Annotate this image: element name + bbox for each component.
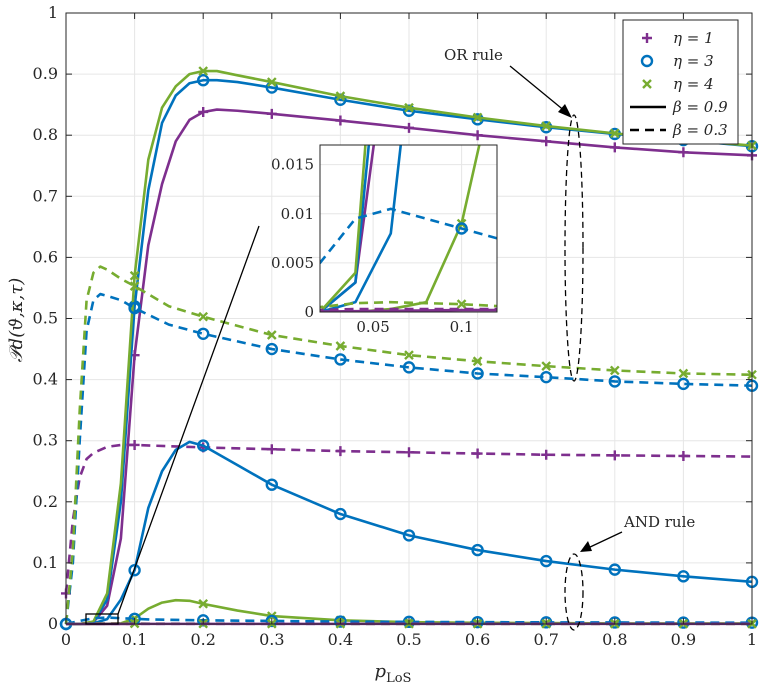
y-tick-label: 0.9 [33, 64, 58, 83]
y-tick-label: 1 [48, 3, 58, 22]
inset-y-tick-label: 0 [304, 303, 314, 321]
y-tick-label: 0.2 [33, 492, 58, 511]
legend-label: η = 4 [673, 75, 714, 93]
x-axis-label-sub: LoS [386, 671, 411, 686]
y-tick-label: 0.5 [33, 309, 58, 328]
x-tick-label: 0.8 [602, 630, 627, 649]
inset-x-tick-label: 0.05 [356, 318, 389, 336]
legend: η = 1 η = 3 η = 4 β = 0.9 β = 0.3 [623, 20, 738, 144]
y-tick-label: 0 [48, 614, 58, 633]
x-tick-label: 0.6 [465, 630, 490, 649]
inset-y-tick-label: 0.015 [271, 156, 314, 174]
inset-y-tick-label: 0.01 [281, 205, 314, 223]
legend-label: η = 3 [673, 52, 714, 70]
y-tick-label: 0.7 [33, 186, 58, 205]
legend-label: η = 1 [673, 29, 714, 47]
x-axis-label-main: p [375, 661, 387, 682]
x-tick-label: 0.7 [533, 630, 558, 649]
x-tick-label: 0 [61, 630, 71, 649]
and-rule-label: AND rule [623, 513, 695, 531]
y-tick-label: 0.3 [33, 431, 58, 450]
legend-label: β = 0.3 [672, 121, 728, 139]
y-tick-label: 0.6 [33, 247, 58, 266]
x-tick-label: 0.2 [190, 630, 215, 649]
legend-label: β = 0.9 [672, 98, 728, 116]
y-axis-label: 𝒫d(ϑ,κ,τ) [6, 278, 27, 363]
x-tick-label: 0.5 [396, 630, 421, 649]
x-tick-label: 0.9 [671, 630, 696, 649]
y-tick-label: 0.1 [33, 553, 58, 572]
inset-x-tick-label: 0.1 [450, 318, 474, 336]
inset-y-tick-label: 0.005 [271, 254, 314, 272]
y-tick-label: 0.4 [33, 370, 58, 389]
x-tick-label: 0.1 [122, 630, 147, 649]
x-tick-label: 1 [747, 630, 757, 649]
inset-plot-area [320, 145, 497, 312]
y-tick-label: 0.8 [33, 125, 58, 144]
x-tick-label: 0.3 [259, 630, 284, 649]
x-tick-label: 0.4 [328, 630, 353, 649]
or-rule-label: OR rule [444, 46, 503, 64]
